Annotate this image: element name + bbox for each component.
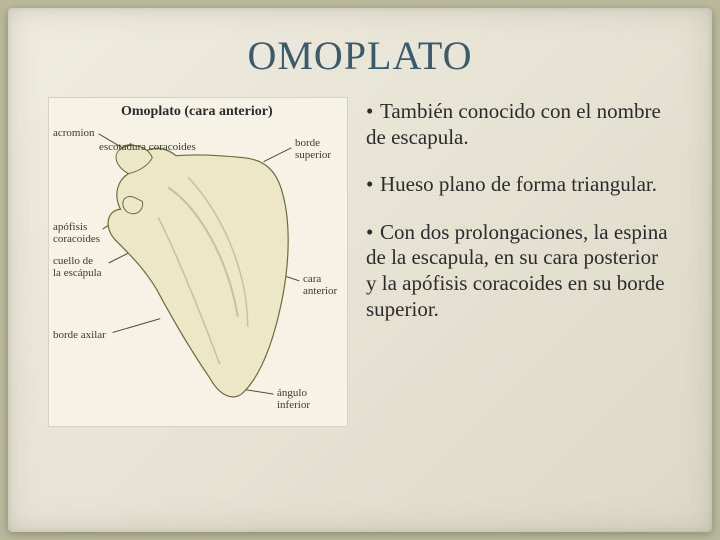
anatomy-label: borde axilar: [53, 330, 106, 342]
bullet-item: •Hueso plano de forma triangular.: [366, 172, 672, 198]
bullet-text: Con dos prolongaciones, la espina de la …: [366, 220, 668, 321]
figure-title: Omoplato (cara anterior): [121, 104, 273, 120]
bullet-item: •Con dos prolongaciones, la espina de la…: [366, 220, 672, 322]
slide-paper: OMOPLATO Omoplato (cara anterior): [8, 8, 712, 532]
anatomy-label: cuello de la escápula: [53, 256, 102, 279]
bullet-item: •También conocido con el nombre de escap…: [366, 99, 672, 150]
anatomy-label: cara anterior: [303, 274, 337, 297]
bullet-list: •También conocido con el nombre de escap…: [366, 97, 672, 427]
anatomy-label: escotadura coracoides: [99, 142, 196, 154]
anatomy-label: acromion: [53, 128, 95, 140]
bullet-text: También conocido con el nombre de escapu…: [366, 99, 661, 149]
bullet-text: Hueso plano de forma triangular.: [380, 172, 657, 196]
slide-content: Omoplato (cara anterior) acromi: [48, 97, 672, 427]
anatomy-label: borde superior: [295, 138, 331, 161]
anatomy-label: apófisis coracoides: [53, 222, 100, 245]
slide-title: OMOPLATO: [48, 32, 672, 79]
anatomy-label: ángulo inferior: [277, 388, 310, 411]
anatomy-figure: Omoplato (cara anterior) acromi: [48, 97, 348, 427]
